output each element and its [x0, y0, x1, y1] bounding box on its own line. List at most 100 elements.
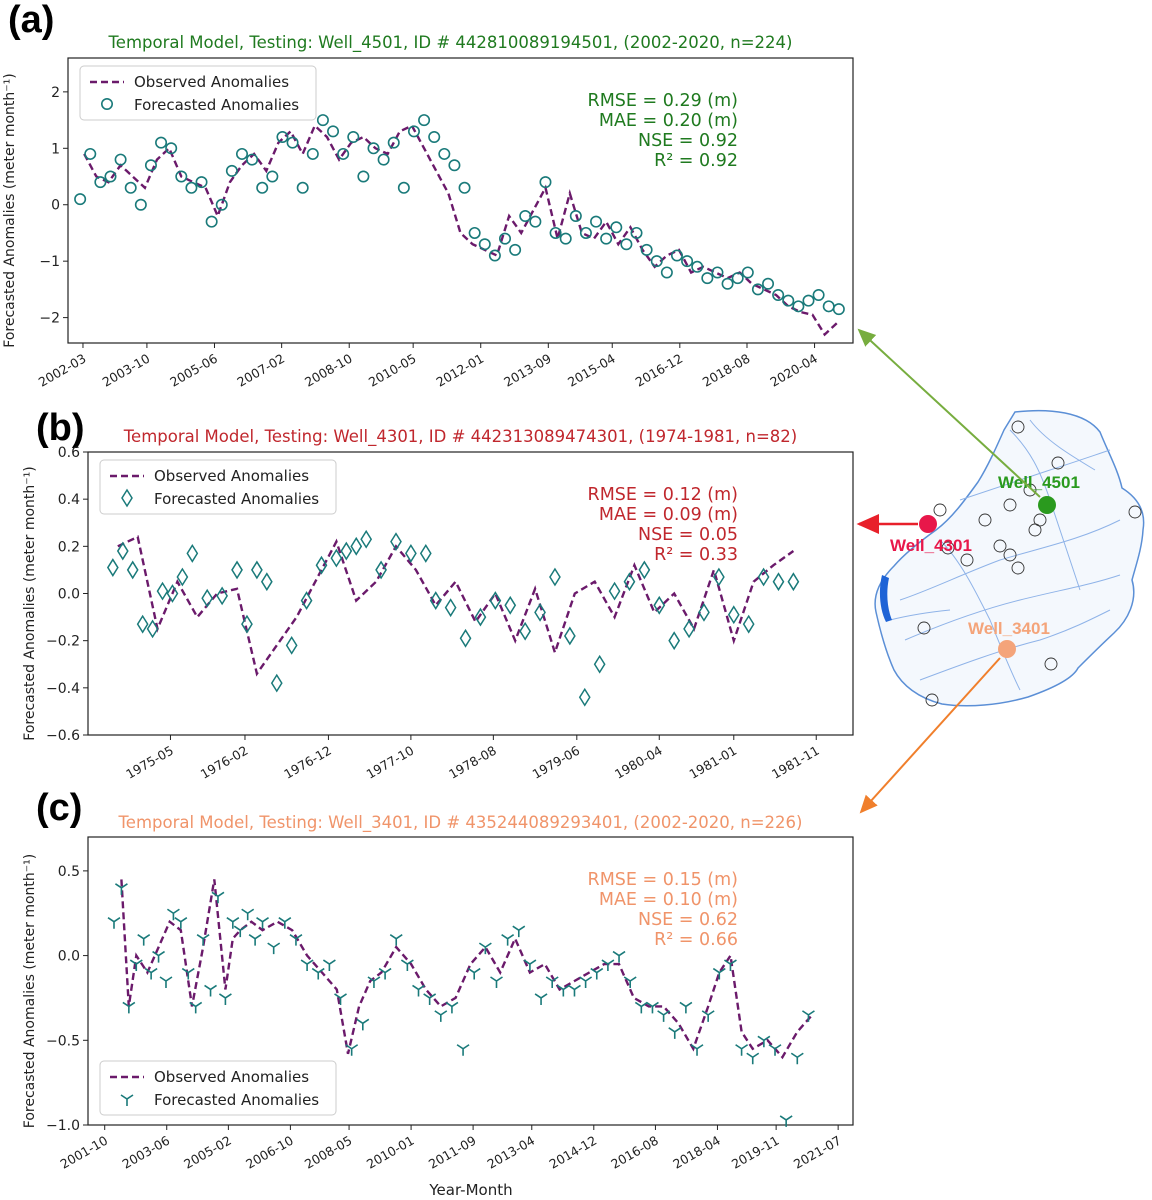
forecast-point — [478, 238, 491, 251]
x-tick-label: 2010-01 — [364, 1133, 417, 1172]
forecast-point — [387, 136, 400, 149]
forecast-point — [549, 567, 561, 587]
y-tick-label: 0.0 — [58, 949, 80, 965]
forecast-point — [782, 294, 795, 307]
forecast-point — [742, 614, 755, 634]
forecast-point — [691, 260, 704, 273]
stat-0: RMSE = 0.15 (m) — [588, 870, 738, 890]
forecast-point — [640, 243, 653, 256]
forecast-point — [211, 891, 225, 904]
forecast-point — [638, 560, 651, 580]
x-tick-label: 2005-02 — [181, 1133, 234, 1172]
x-tick-label: 1980-04 — [612, 743, 665, 782]
forecast-point — [721, 277, 734, 290]
forecast-point — [419, 543, 432, 563]
x-tick-label: 1981-11 — [769, 743, 822, 782]
well-location — [1028, 523, 1042, 537]
forecast-point — [568, 984, 581, 997]
forecast-point — [474, 607, 487, 627]
stat-0: RMSE = 0.12 (m) — [588, 485, 738, 505]
y-tick-label: −2 — [39, 311, 60, 327]
forecast-point — [741, 266, 754, 279]
river-line — [959, 449, 1111, 501]
y-axis-label: Forecasted Anomalies (meter month⁻¹) — [22, 466, 38, 740]
forecast-point — [429, 591, 442, 610]
forecast-point — [445, 1001, 459, 1014]
legend-forecast-swatch — [120, 1094, 134, 1106]
forecast-point — [467, 967, 481, 980]
well-location — [993, 539, 1007, 553]
forecast-point — [195, 176, 208, 189]
forecast-point — [751, 283, 764, 296]
x-tick-label: 2003-10 — [100, 351, 153, 390]
forecast-point — [215, 198, 228, 211]
forecast-point — [593, 654, 606, 674]
stat-0: RMSE = 0.29 (m) — [588, 91, 738, 111]
forecast-point — [534, 993, 548, 1005]
stat-1: MAE = 0.10 (m) — [599, 890, 738, 910]
forecast-point — [762, 277, 775, 290]
forecast-point — [316, 114, 329, 127]
forecast-point — [668, 631, 681, 651]
forecast-point — [144, 967, 158, 980]
legend-forecast-swatch — [101, 98, 114, 111]
forecast-point — [196, 933, 210, 946]
forecast-point — [757, 567, 770, 587]
legend-box — [99, 459, 337, 515]
forecast-point — [646, 1001, 659, 1014]
forecast-point — [539, 176, 552, 189]
forecast-point — [501, 933, 515, 946]
forecast-point — [225, 164, 238, 177]
well-location — [1003, 548, 1017, 562]
forecast-point — [509, 243, 522, 256]
x-tick-label: 2016-08 — [608, 1133, 661, 1172]
forecast-point — [251, 560, 263, 580]
forecast-point — [185, 181, 198, 194]
forecast-point — [407, 125, 420, 138]
forecast-point — [608, 581, 621, 601]
forecast-point — [448, 159, 461, 172]
forecast-point — [165, 142, 178, 155]
forecast-point — [610, 221, 623, 234]
forecast-point — [489, 591, 502, 610]
arrow-to-panel-a — [857, 328, 1041, 498]
y-tick-label: −1 — [39, 254, 60, 270]
forecast-point — [563, 626, 576, 646]
forecast-point — [578, 687, 591, 707]
well-location — [933, 503, 947, 517]
well-location — [1003, 498, 1017, 512]
forecast-point — [270, 673, 283, 693]
forecast-point — [701, 1010, 715, 1022]
y-axis-label: Forecasted Anomalies (meter month⁻¹) — [22, 854, 38, 1128]
forecast-point — [114, 153, 127, 166]
forecast-point — [144, 159, 157, 172]
forecast-point — [790, 1052, 804, 1065]
forecast-point — [787, 572, 800, 592]
forecast-point — [266, 170, 279, 183]
well-location — [1128, 505, 1142, 519]
forecast-point — [772, 289, 785, 302]
forecast-point — [549, 226, 562, 239]
forecast-point — [523, 959, 537, 972]
forecast-point — [660, 266, 673, 279]
forecast-point — [579, 226, 592, 239]
forecast-point — [289, 933, 303, 946]
well-location — [978, 513, 992, 527]
forecast-point — [285, 635, 298, 655]
forecast-point — [504, 595, 517, 615]
legend-observed-label: Observed Anomalies — [154, 467, 309, 485]
legend-observed-label: Observed Anomalies — [154, 1068, 309, 1086]
forecast-point — [337, 147, 350, 160]
river-line — [889, 609, 951, 621]
x-tick-label: 2014-12 — [547, 1133, 600, 1172]
forecast-point — [768, 1044, 782, 1056]
forecast-point — [241, 908, 255, 921]
forecast-point — [124, 181, 137, 194]
forecast-point — [390, 532, 402, 552]
forecast-point — [670, 249, 683, 262]
x-tick-label: 2012-01 — [433, 351, 486, 390]
legend-box — [99, 1060, 337, 1116]
y-tick-label: 2 — [51, 85, 60, 101]
forecast-point — [792, 300, 805, 313]
forecast-point — [458, 181, 471, 194]
